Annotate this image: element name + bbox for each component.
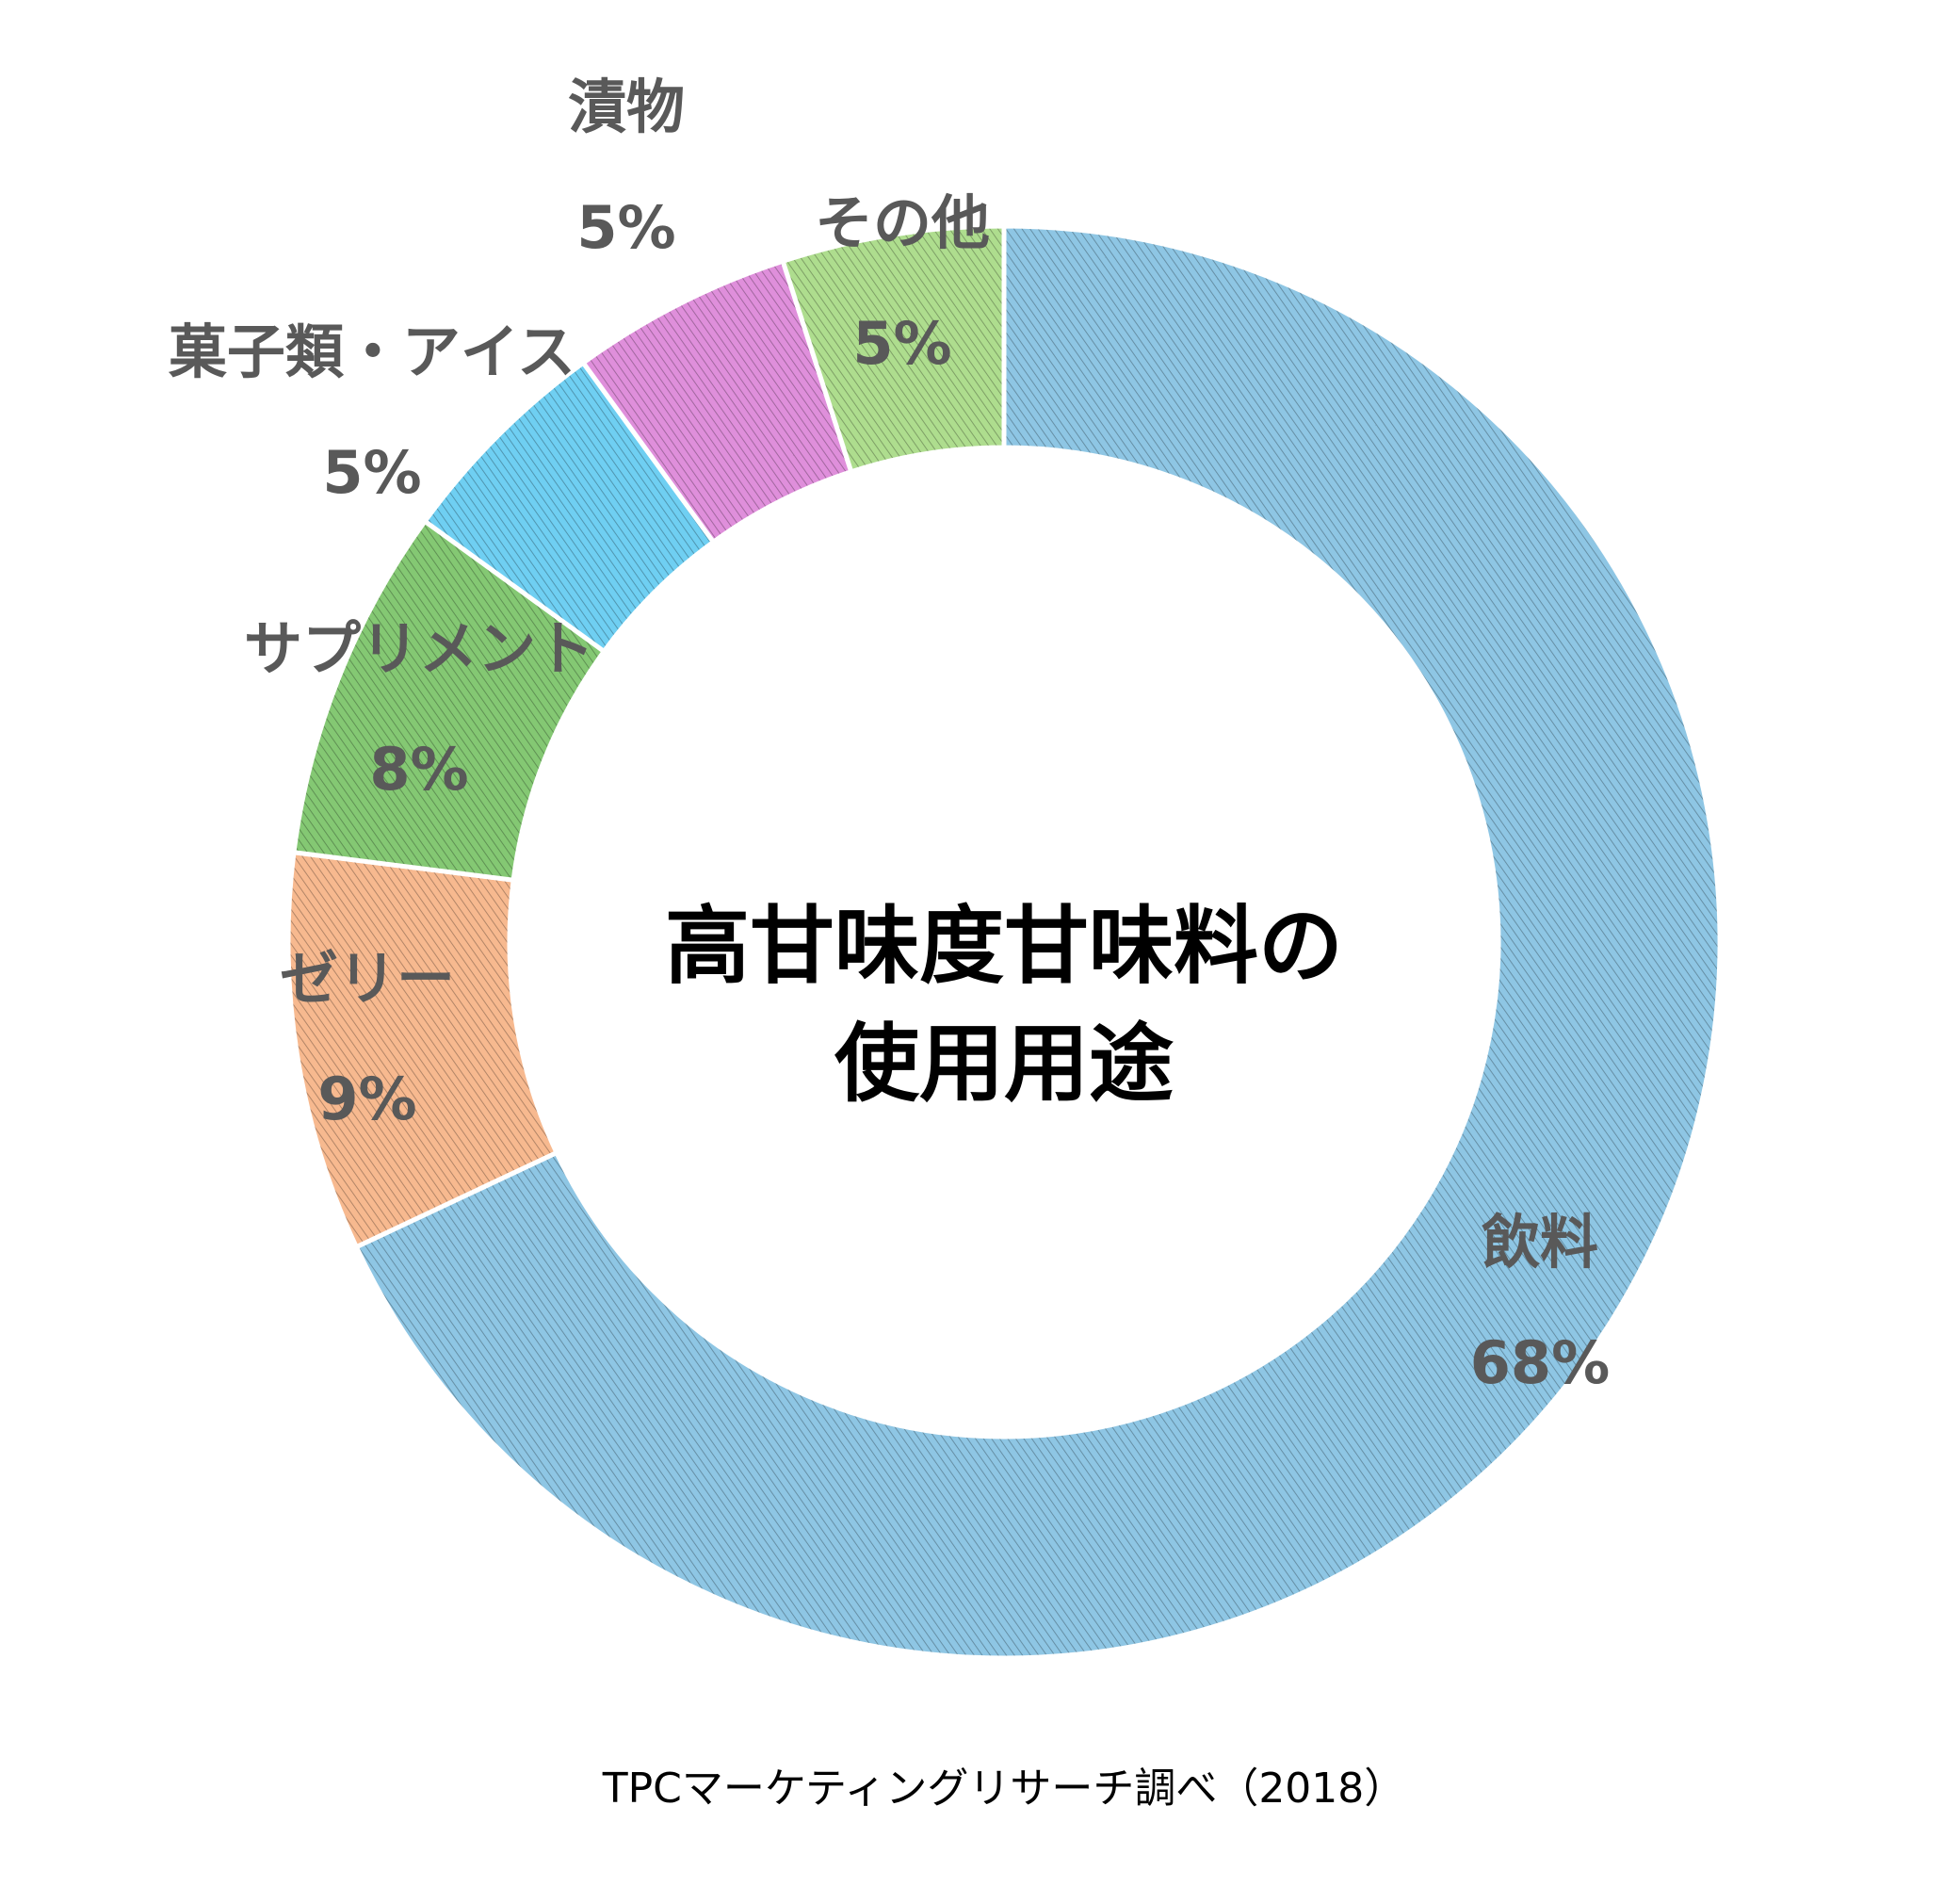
- slice-value-label-0: 68%: [1470, 1328, 1610, 1397]
- slice-value-label-3: 5%: [322, 438, 421, 507]
- slice-value-label-4: 5%: [576, 193, 675, 262]
- slice-value-label-5: 5%: [852, 309, 951, 378]
- donut-slice-5: [779, 223, 1007, 475]
- slice-label-4: 漬物: [568, 73, 685, 141]
- slice-label-3: 菓子類・アイス: [169, 317, 575, 386]
- slice-label-5: その他: [815, 188, 990, 257]
- slice-value-label-1: 9%: [317, 1065, 416, 1133]
- donut-slice-0: [352, 223, 1723, 1661]
- slice-label-1: ゼリー: [280, 944, 455, 1013]
- slice-value-label-2: 8%: [369, 735, 468, 804]
- slice-label-0: 飲料: [1482, 1208, 1598, 1277]
- source-note: TPCマーケティングリサーチ調べ（2018）: [602, 1765, 1406, 1813]
- slices-layer: [285, 223, 1723, 1661]
- center-title-line-2: 使用用途: [834, 1015, 1174, 1114]
- slice-label-2: サプリメント: [244, 614, 594, 683]
- center-title-line-1: 高甘味度甘味料の: [665, 897, 1343, 996]
